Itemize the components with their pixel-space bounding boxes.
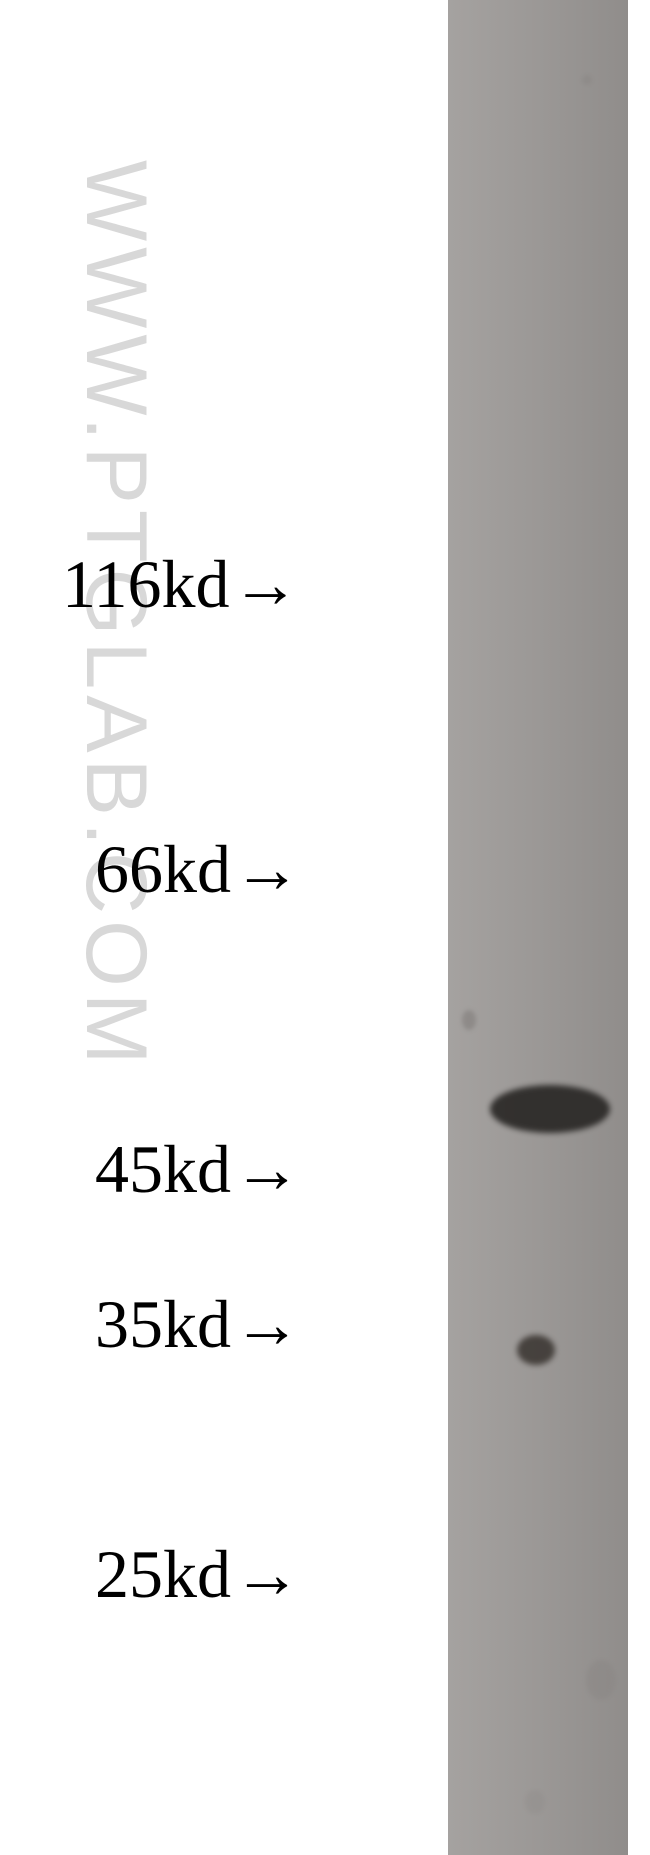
marker-label-45kd: 45kd→ bbox=[95, 1130, 301, 1209]
noise-spot-2 bbox=[582, 75, 592, 85]
marker-text: 116kd bbox=[62, 545, 229, 624]
arrow-right-icon: → bbox=[231, 545, 299, 624]
marker-text: 35kd bbox=[95, 1285, 231, 1364]
arrow-right-icon: → bbox=[233, 830, 301, 909]
protein-band-0 bbox=[490, 1085, 610, 1133]
protein-band-1 bbox=[517, 1335, 555, 1365]
marker-label-25kd: 25kd→ bbox=[95, 1535, 301, 1614]
marker-text: 45kd bbox=[95, 1130, 231, 1209]
arrow-right-icon: → bbox=[233, 1535, 301, 1614]
marker-label-35kd: 35kd→ bbox=[95, 1285, 301, 1364]
marker-text: 25kd bbox=[95, 1535, 231, 1614]
noise-spot-0 bbox=[462, 1010, 476, 1030]
marker-text: 66kd bbox=[95, 830, 231, 909]
noise-spot-1 bbox=[586, 1660, 616, 1700]
arrow-right-icon: → bbox=[233, 1285, 301, 1364]
marker-label-116kd: 116kd→ bbox=[62, 545, 299, 624]
blot-lane bbox=[448, 0, 628, 1855]
arrow-right-icon: → bbox=[233, 1130, 301, 1209]
noise-spot-3 bbox=[525, 1790, 545, 1814]
marker-label-66kd: 66kd→ bbox=[95, 830, 301, 909]
